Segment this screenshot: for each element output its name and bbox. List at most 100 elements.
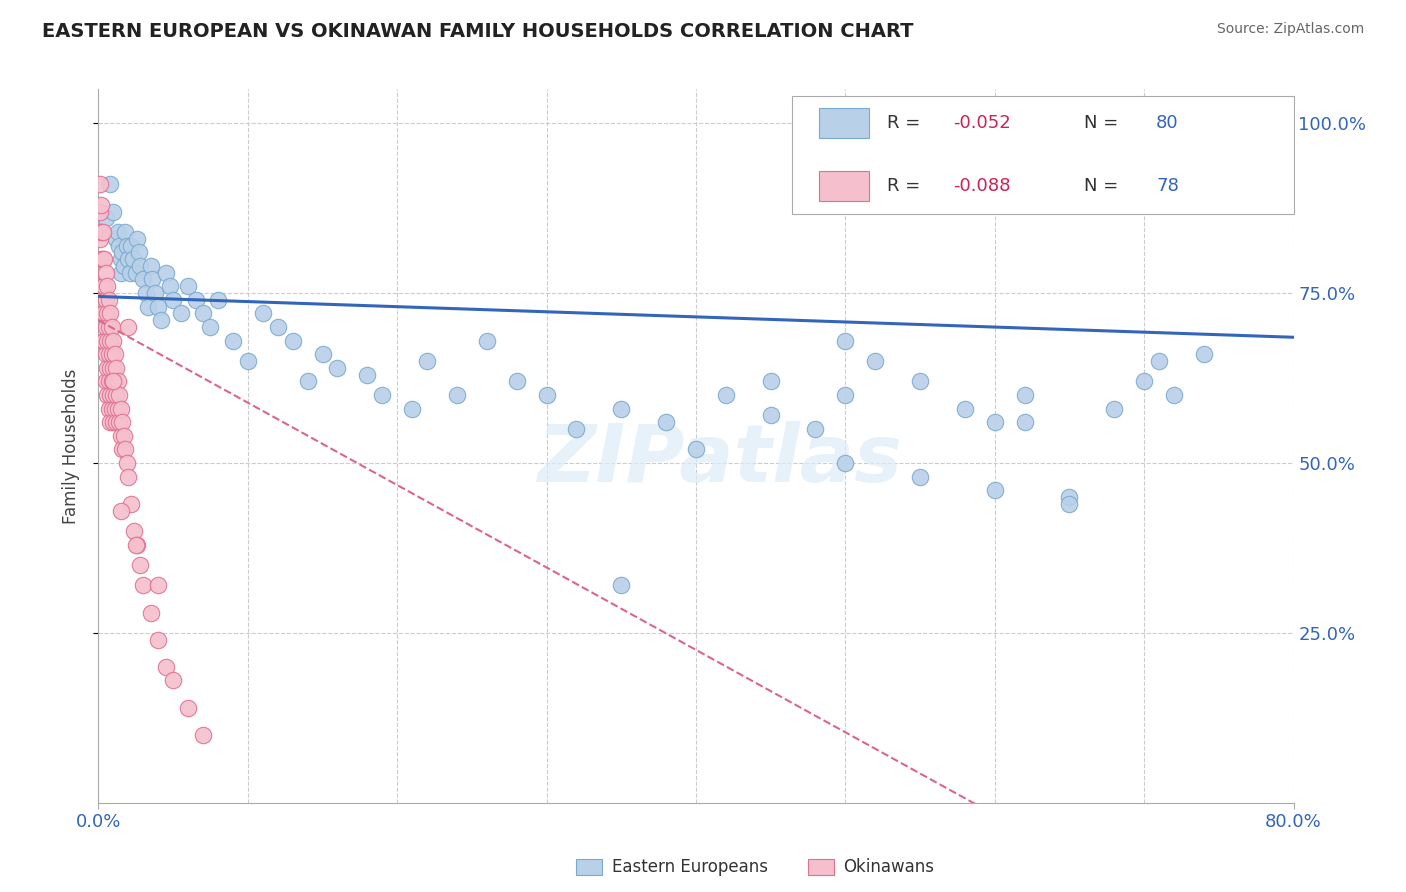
Point <box>222 334 245 348</box>
Text: R =: R = <box>887 177 927 194</box>
Point <box>129 259 152 273</box>
Point <box>143 286 166 301</box>
Point <box>118 266 141 280</box>
Point <box>107 225 129 239</box>
Point <box>1147 354 1170 368</box>
Point <box>94 347 117 361</box>
Point <box>90 252 112 266</box>
Point <box>91 279 114 293</box>
Point <box>89 232 111 246</box>
Point <box>103 415 125 429</box>
Point <box>96 306 118 320</box>
Text: ZIPatlas: ZIPatlas <box>537 421 903 500</box>
Point <box>984 483 1007 498</box>
Point <box>98 360 122 375</box>
Point <box>804 422 827 436</box>
Point <box>281 334 304 348</box>
Point <box>98 415 122 429</box>
Point <box>120 497 142 511</box>
Point <box>125 266 148 280</box>
Point <box>177 700 200 714</box>
Point <box>610 401 633 416</box>
Point <box>356 368 378 382</box>
Point <box>1133 375 1156 389</box>
Point <box>97 293 120 307</box>
Point <box>91 225 114 239</box>
Point <box>98 178 122 192</box>
Point <box>155 660 177 674</box>
Point <box>111 442 134 457</box>
Point <box>759 409 782 423</box>
Point <box>117 320 139 334</box>
Bar <box>820 170 869 201</box>
Point <box>865 354 887 368</box>
Point <box>97 375 120 389</box>
Point <box>103 375 125 389</box>
Point <box>117 252 139 266</box>
Point <box>177 279 200 293</box>
Point <box>236 354 259 368</box>
Point <box>184 293 207 307</box>
Point <box>108 415 131 429</box>
Text: Source: ZipAtlas.com: Source: ZipAtlas.com <box>1216 22 1364 37</box>
Point <box>96 388 118 402</box>
Point <box>96 279 118 293</box>
Point <box>191 306 214 320</box>
Point <box>1163 388 1185 402</box>
Point <box>714 388 737 402</box>
Point <box>93 252 115 266</box>
Bar <box>820 108 869 138</box>
Point <box>446 388 468 402</box>
Text: Eastern Europeans: Eastern Europeans <box>612 858 768 876</box>
Point <box>128 245 150 260</box>
Point <box>506 375 529 389</box>
FancyBboxPatch shape <box>792 96 1294 214</box>
Point <box>104 347 127 361</box>
Point <box>96 334 118 348</box>
Point <box>111 245 134 260</box>
Point <box>105 388 128 402</box>
Point <box>139 606 162 620</box>
Point <box>93 279 115 293</box>
Point <box>132 272 155 286</box>
Point <box>191 728 214 742</box>
Point <box>1192 347 1215 361</box>
Point <box>96 360 118 375</box>
Point <box>94 266 117 280</box>
Point <box>759 375 782 389</box>
Point <box>908 375 931 389</box>
Point <box>536 388 558 402</box>
Point <box>117 469 139 483</box>
Text: N =: N = <box>1084 177 1125 194</box>
Point <box>121 252 143 266</box>
Point <box>162 673 184 688</box>
Point <box>110 401 132 416</box>
Point <box>97 320 120 334</box>
Point <box>94 375 117 389</box>
Point <box>136 300 159 314</box>
Point <box>115 456 138 470</box>
Point <box>953 401 976 416</box>
Point <box>155 266 177 280</box>
Point <box>908 469 931 483</box>
Point <box>93 306 115 320</box>
Point <box>162 293 184 307</box>
Point <box>129 558 152 572</box>
Point <box>110 429 132 443</box>
Text: EASTERN EUROPEAN VS OKINAWAN FAMILY HOUSEHOLDS CORRELATION CHART: EASTERN EUROPEAN VS OKINAWAN FAMILY HOUS… <box>42 22 914 41</box>
Point <box>148 632 170 647</box>
Point <box>115 238 138 252</box>
Point <box>104 375 127 389</box>
Point <box>97 347 120 361</box>
Point <box>97 401 120 416</box>
Point <box>207 293 229 307</box>
Point <box>105 232 128 246</box>
Text: N =: N = <box>1084 114 1125 132</box>
Point <box>148 300 170 314</box>
Point <box>89 178 111 192</box>
Point <box>834 388 856 402</box>
Point <box>101 375 124 389</box>
Point <box>91 334 114 348</box>
Point <box>124 524 146 538</box>
Point <box>98 388 122 402</box>
